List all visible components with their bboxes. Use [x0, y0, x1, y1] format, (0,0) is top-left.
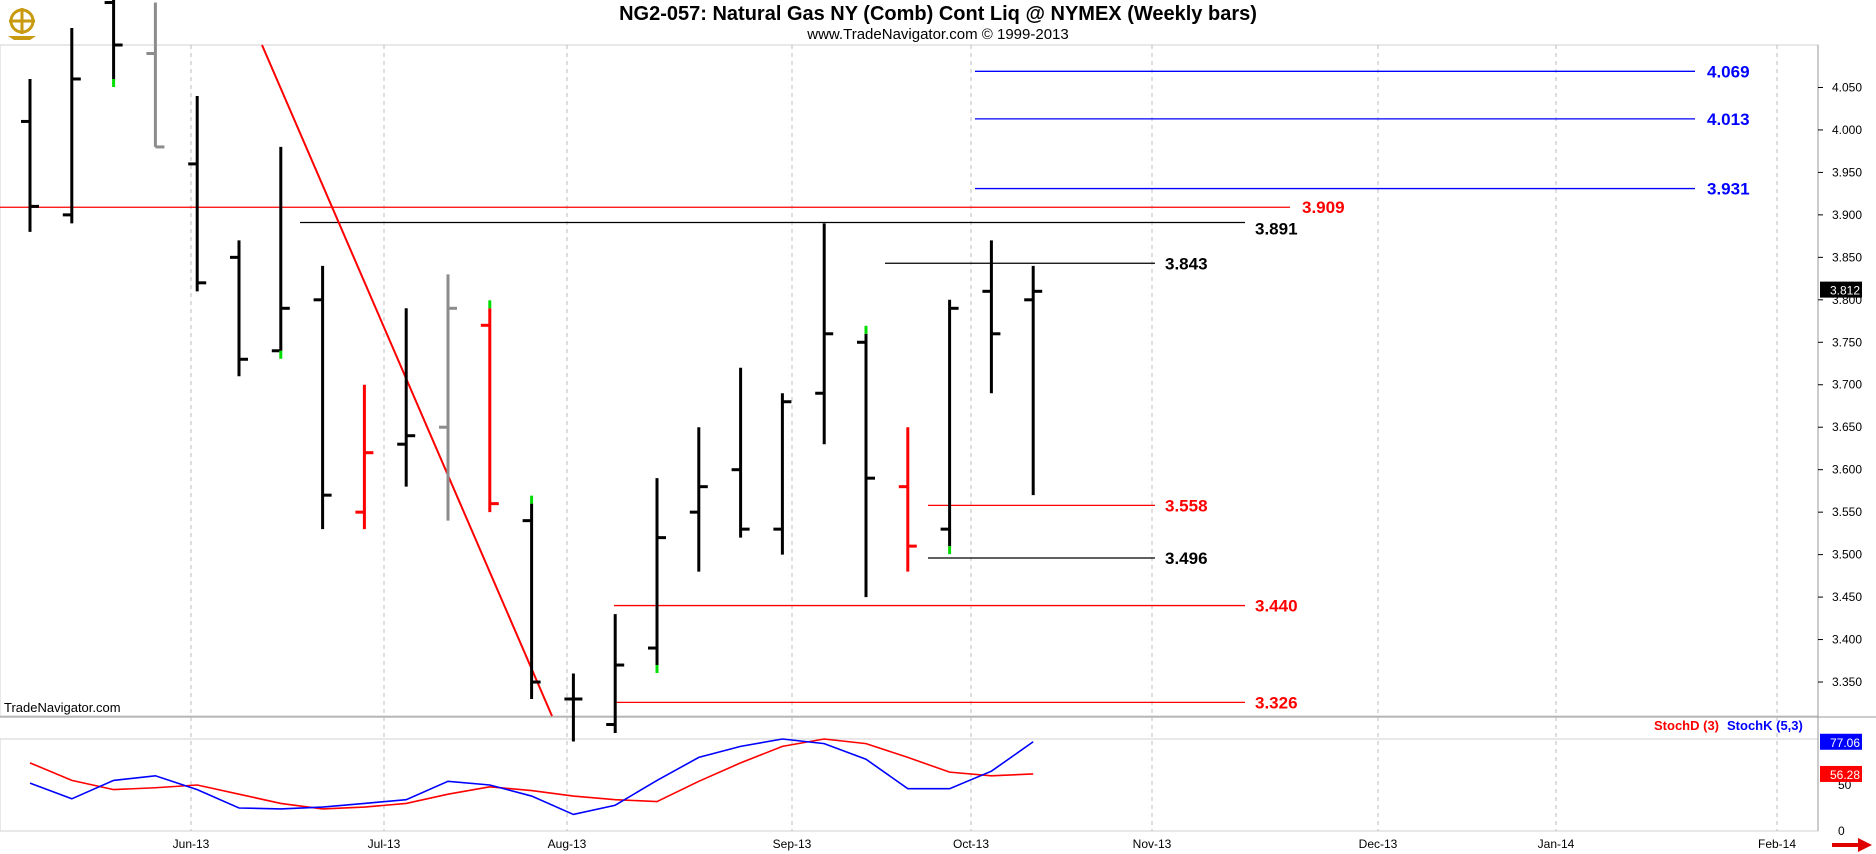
stochk-line — [29, 738, 1034, 816]
level-label: 4.069 — [1707, 62, 1750, 81]
level-label: 3.440 — [1255, 597, 1298, 616]
y-tick-label: 3.700 — [1832, 378, 1862, 392]
level-label: 3.496 — [1165, 549, 1208, 568]
chart-subtitle: www.TradeNavigator.com © 1999-2013 — [807, 26, 1069, 43]
y-tick-label: 3.650 — [1832, 420, 1862, 434]
y-tick-label: 3.350 — [1832, 675, 1862, 689]
y-tick-label: 4.000 — [1832, 123, 1862, 137]
legend-stochd: StochD (3) — [1654, 718, 1719, 733]
level-label: 4.013 — [1707, 110, 1750, 129]
stoch-last-box — [1820, 765, 1862, 782]
level-label: 3.891 — [1255, 220, 1298, 239]
y-tick-label: 3.500 — [1832, 548, 1862, 562]
stoch-last-label: 77.06 — [1830, 736, 1860, 750]
x-tick-label: Nov-13 — [1133, 837, 1172, 851]
stochd-line — [29, 738, 1034, 810]
x-tick-label: Oct-13 — [953, 837, 989, 851]
y-tick-label: 3.400 — [1832, 633, 1862, 647]
x-tick-label: Jun-13 — [173, 837, 210, 851]
x-tick-label: Dec-13 — [1359, 837, 1398, 851]
level-label: 3.843 — [1165, 254, 1208, 273]
y-tick-label: 3.450 — [1832, 590, 1862, 604]
stoch-y-tick-label: 0 — [1838, 824, 1845, 838]
chart-title: NG2-057: Natural Gas NY (Comb) Cont Liq … — [619, 3, 1257, 25]
watermark-text: TradeNavigator.com — [4, 700, 121, 715]
y-tick-label: 3.900 — [1832, 208, 1862, 222]
x-tick-label: Jul-13 — [368, 837, 401, 851]
level-label: 3.326 — [1255, 693, 1298, 712]
x-tick-label: Feb-14 — [1758, 837, 1796, 851]
trade-navigator-logo-icon — [2, 2, 42, 42]
y-tick-label: 3.950 — [1832, 165, 1862, 179]
price-panel — [0, 44, 1819, 717]
stoch-last-label: 56.28 — [1830, 768, 1860, 782]
stoch-last-box — [1820, 733, 1862, 750]
y-tick-label: 3.550 — [1832, 505, 1862, 519]
last-price-box — [1820, 281, 1862, 298]
x-tick-label: Jan-14 — [1538, 837, 1575, 851]
y-tick-label: 3.600 — [1832, 463, 1862, 477]
level-label: 3.931 — [1707, 180, 1750, 199]
y-tick-label: 3.750 — [1832, 335, 1862, 349]
legend-stochk: StochK (5,3) — [1727, 718, 1803, 733]
y-tick-label: 4.050 — [1832, 80, 1862, 94]
last-price-label: 3.812 — [1830, 284, 1860, 298]
stochastic-panel — [0, 738, 1819, 832]
scroll-right-arrow-icon[interactable] — [1832, 838, 1872, 852]
y-tick-label: 3.850 — [1832, 250, 1862, 264]
x-tick-label: Aug-13 — [548, 837, 587, 851]
level-label: 3.909 — [1302, 198, 1345, 217]
x-tick-label: Sep-13 — [773, 837, 812, 851]
level-label: 3.558 — [1165, 496, 1208, 515]
